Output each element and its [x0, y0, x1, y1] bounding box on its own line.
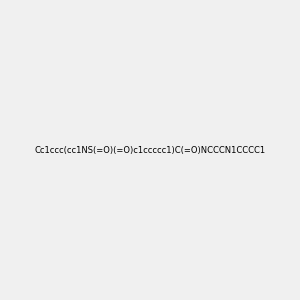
Text: Cc1ccc(cc1NS(=O)(=O)c1ccccc1)C(=O)NCCCN1CCCC1: Cc1ccc(cc1NS(=O)(=O)c1ccccc1)C(=O)NCCCN1… — [34, 146, 266, 154]
